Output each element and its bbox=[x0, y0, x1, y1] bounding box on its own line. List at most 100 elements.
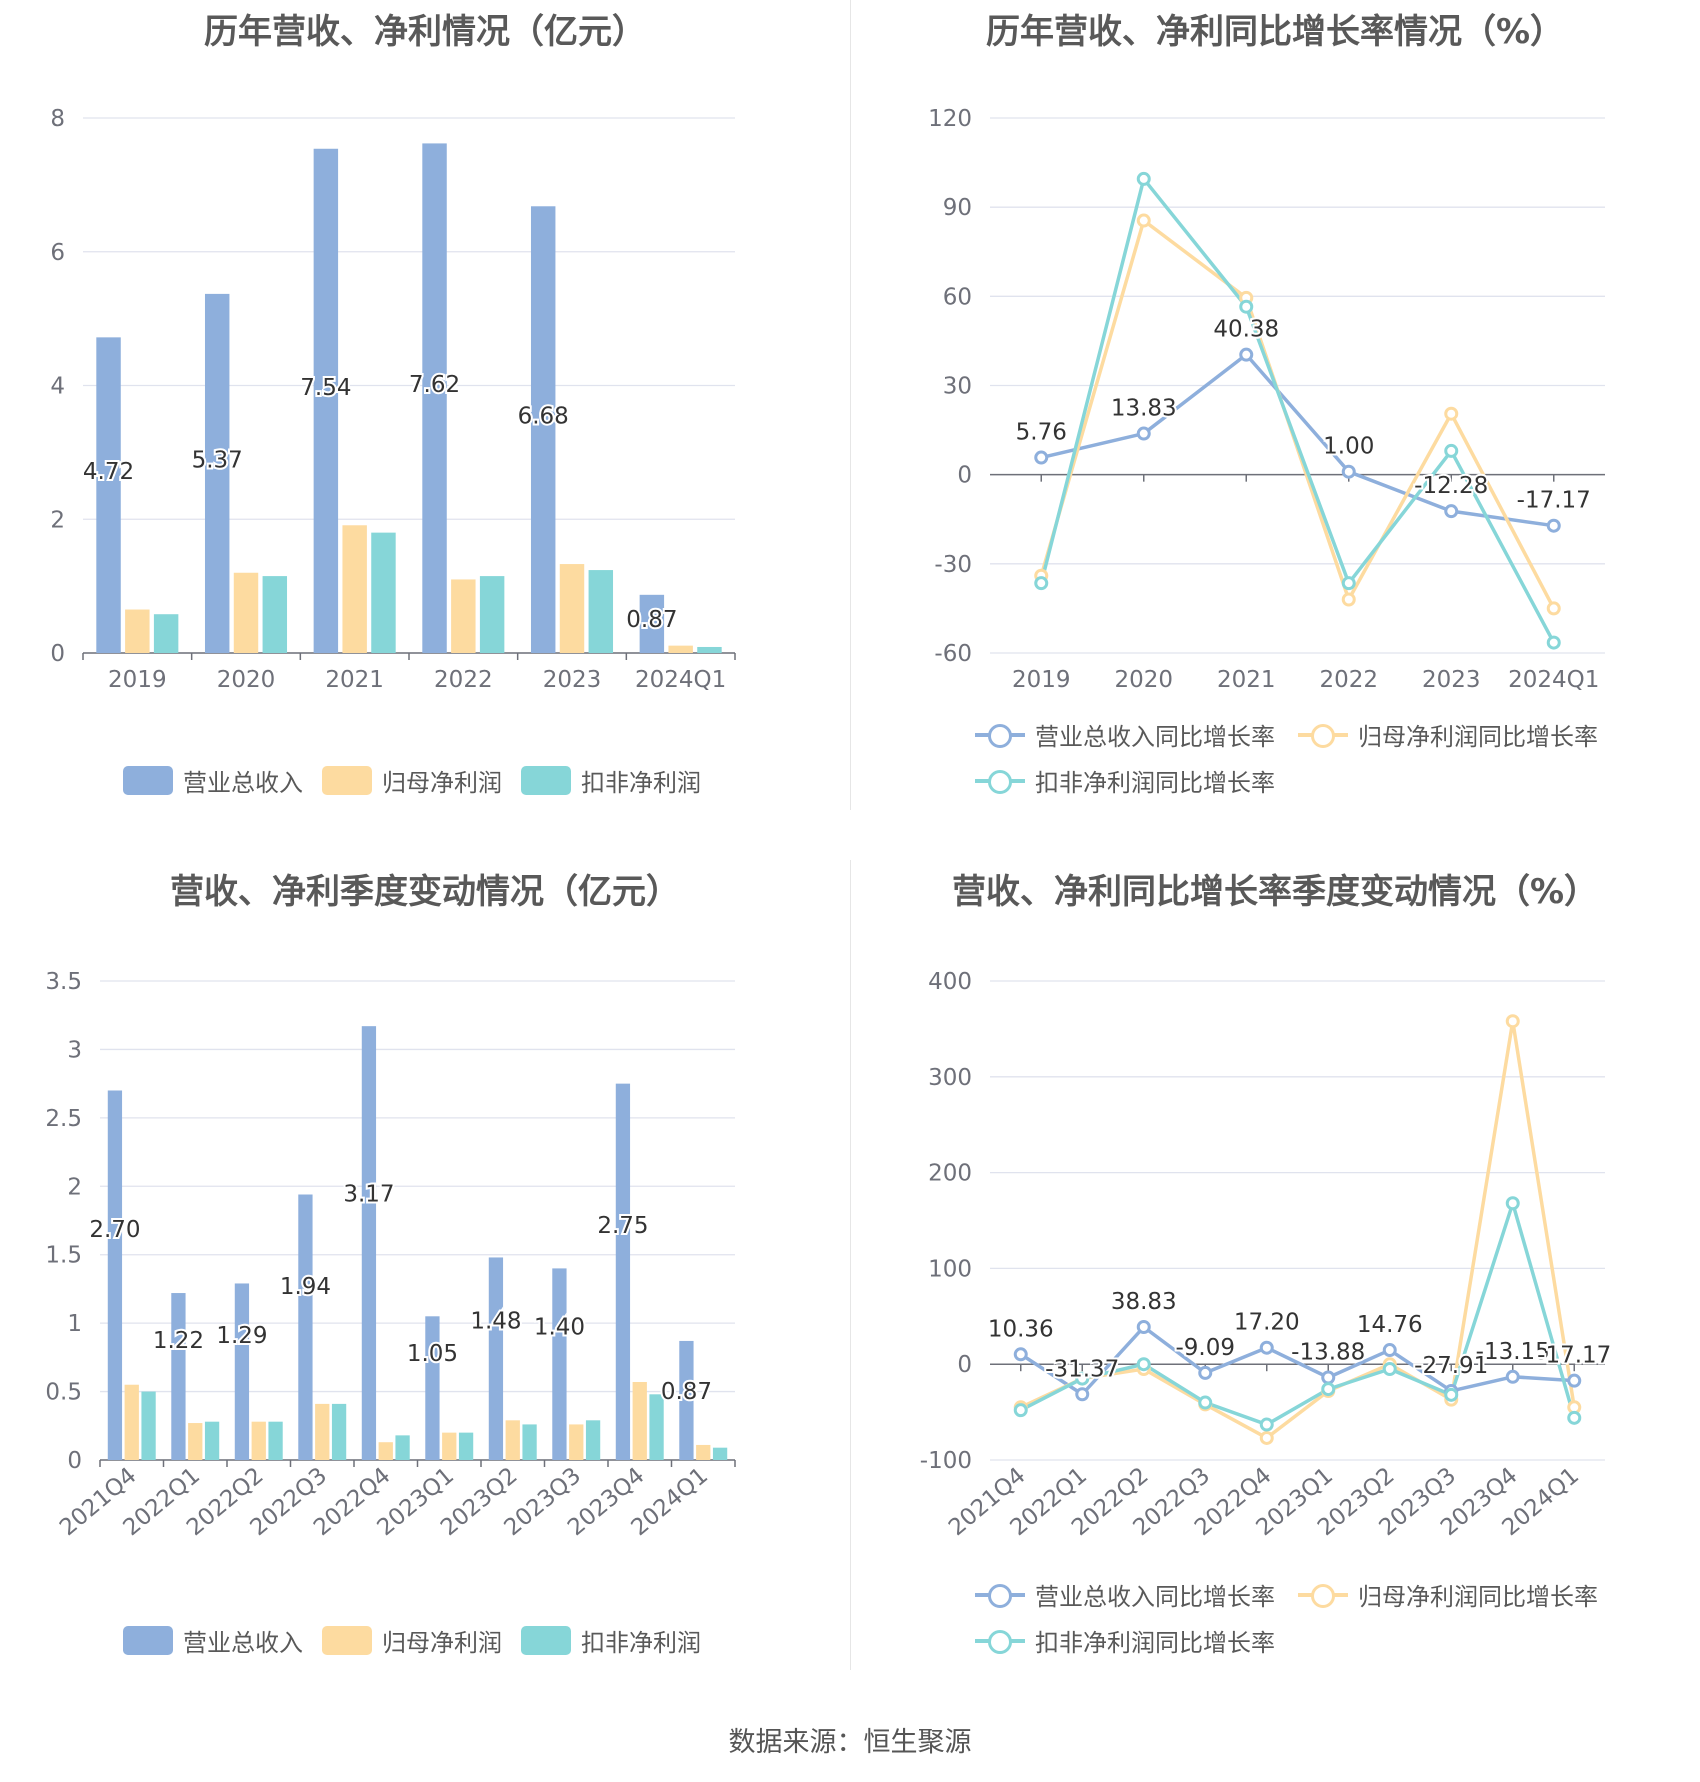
data-point-deducted-profit bbox=[1239, 299, 1254, 314]
y-tick-label: -60 bbox=[934, 641, 972, 667]
data-point-revenue bbox=[1382, 1343, 1397, 1358]
bar-revenue bbox=[361, 1026, 377, 1460]
data-point-deducted-profit bbox=[1546, 635, 1561, 650]
bar-revenue bbox=[679, 1340, 694, 1460]
chart-title: 历年营收、净利情况（亿元） bbox=[204, 12, 646, 52]
bar-net-profit bbox=[451, 579, 476, 653]
series-line-net-profit bbox=[1020, 1019, 1576, 1440]
chart-plot: 00.511.522.533.52021Q42022Q12022Q22022Q3… bbox=[45, 969, 736, 1541]
bar-revenue bbox=[107, 1090, 123, 1460]
legend-swatch bbox=[975, 720, 1025, 750]
data-point-revenue bbox=[1013, 1347, 1028, 1362]
data-point-net-profit bbox=[1546, 601, 1561, 616]
data-label: -9.09 bbox=[1175, 1335, 1235, 1361]
bar-deducted-profit bbox=[649, 1394, 664, 1460]
data-label: 2.70 bbox=[89, 1217, 140, 1243]
y-tick-label: 2.5 bbox=[45, 1106, 82, 1132]
bar-deducted-profit bbox=[204, 1421, 220, 1460]
data-label: 14.76 bbox=[1357, 1312, 1423, 1338]
data-label: 7.62 bbox=[409, 372, 460, 398]
legend-item-net-profit-growth[interactable]: 归母净利润同比增长率 bbox=[1298, 717, 1598, 752]
y-tick-label: 0.5 bbox=[45, 1380, 82, 1406]
legend-item-deducted-growth[interactable]: 扣非净利润同比增长率 bbox=[975, 1623, 1275, 1658]
legend-swatch bbox=[123, 1626, 173, 1655]
legend-label: 归母净利润同比增长率 bbox=[1358, 1583, 1598, 1611]
data-label: -12.28 bbox=[1414, 473, 1488, 499]
data-point-deducted-profit bbox=[1341, 576, 1356, 591]
legend-label: 营业总收入同比增长率 bbox=[1035, 723, 1275, 751]
data-point-revenue bbox=[1075, 1387, 1090, 1402]
data-label: 0.87 bbox=[661, 1379, 712, 1405]
data-point-revenue bbox=[1341, 464, 1356, 479]
x-tick-label: 2022 bbox=[1319, 667, 1378, 693]
legend-item-deducted-profit[interactable]: 扣非净利润 bbox=[521, 763, 701, 798]
data-label: 38.83 bbox=[1111, 1289, 1177, 1315]
bar-deducted-profit bbox=[153, 614, 179, 653]
bar-revenue bbox=[422, 143, 447, 653]
data-label: -17.17 bbox=[1537, 1343, 1611, 1369]
data-label: 10.36 bbox=[988, 1316, 1054, 1342]
legend-item-revenue-growth[interactable]: 营业总收入同比增长率 bbox=[975, 1577, 1275, 1612]
data-point-net-profit bbox=[1444, 406, 1459, 421]
y-tick-label: 200 bbox=[928, 1161, 972, 1187]
bar-revenue bbox=[639, 594, 665, 653]
legend-item-net-profit[interactable]: 归母净利润 bbox=[322, 1623, 502, 1658]
data-label: -31.37 bbox=[1045, 1356, 1119, 1382]
data-point-deducted-profit bbox=[1382, 1361, 1397, 1376]
bar-revenue bbox=[204, 293, 230, 653]
panel-divider bbox=[850, 0, 851, 810]
legend-swatch bbox=[975, 1580, 1025, 1610]
y-tick-label: 100 bbox=[928, 1256, 972, 1282]
x-tick-label: 2023 bbox=[543, 667, 602, 693]
x-tick-label: 2019 bbox=[1012, 667, 1071, 693]
legend-item-net-profit[interactable]: 归母净利润 bbox=[322, 763, 502, 798]
y-tick-label: 4 bbox=[50, 374, 65, 400]
data-point-deducted-profit bbox=[1136, 171, 1151, 186]
data-point-revenue bbox=[1567, 1373, 1582, 1388]
bar-revenue bbox=[488, 1257, 504, 1460]
y-tick-label: 0 bbox=[957, 1352, 972, 1378]
legend-label: 扣非净利润同比增长率 bbox=[1035, 769, 1275, 797]
data-point-revenue bbox=[1136, 1320, 1151, 1335]
x-tick-label: 2019 bbox=[108, 667, 167, 693]
legend-item-revenue[interactable]: 营业总收入 bbox=[123, 1623, 303, 1658]
bar-net-profit bbox=[125, 609, 150, 653]
legend-swatch bbox=[521, 766, 571, 795]
x-tick-label: 2021 bbox=[325, 667, 384, 693]
data-point-revenue bbox=[1444, 504, 1459, 519]
data-label: 7.54 bbox=[300, 375, 351, 401]
legend-item-deducted-growth[interactable]: 扣非净利润同比增长率 bbox=[975, 763, 1275, 798]
y-tick-label: 2 bbox=[67, 1174, 82, 1200]
legend-item-revenue-growth[interactable]: 营业总收入同比增长率 bbox=[975, 717, 1275, 752]
bar-net-profit bbox=[315, 1403, 330, 1460]
legend-item-revenue[interactable]: 营业总收入 bbox=[123, 763, 303, 798]
data-label: 4.72 bbox=[83, 459, 134, 485]
legend-item-deducted-profit[interactable]: 扣非净利润 bbox=[521, 1623, 701, 1658]
data-point-net-profit bbox=[1136, 213, 1151, 228]
chart-quarterly-growth: 营收、净利同比增长率季度变动情况（%） -100 0 100 200 300 400 202… bbox=[850, 860, 1700, 1710]
bar-net-profit bbox=[696, 1444, 711, 1460]
series-line-deducted-profit bbox=[1039, 177, 1556, 644]
chart-annual-growth: 历年营收、净利同比增长率情况（%） -60 -30 0 30 60 90 120 2019 20… bbox=[850, 0, 1700, 850]
bar-revenue bbox=[615, 1083, 631, 1460]
bar-revenue bbox=[298, 1194, 313, 1460]
chart-title: 历年营收、净利同比增长率情况（%） bbox=[985, 12, 1565, 52]
data-label: 1.48 bbox=[470, 1309, 521, 1335]
y-tick-label: 120 bbox=[928, 106, 972, 132]
data-label: 1.22 bbox=[153, 1328, 204, 1354]
legend-swatch bbox=[322, 766, 372, 795]
bar-net-profit bbox=[505, 1420, 520, 1460]
chart-plot: 0 2 4 6 8 2019 2020 2021 2022 2023 2024Q1 4.72 5.37 7… bbox=[50, 106, 736, 693]
data-source: 数据来源：恒生聚源 bbox=[728, 1727, 972, 1758]
legend-item-net-profit-growth[interactable]: 归母净利润同比增长率 bbox=[1298, 1577, 1598, 1612]
y-tick-label: -100 bbox=[920, 1448, 972, 1474]
y-tick-label: 60 bbox=[943, 284, 972, 310]
legend-label: 营业总收入同比增长率 bbox=[1035, 1583, 1275, 1611]
bar-revenue bbox=[171, 1293, 186, 1460]
data-point-deducted-profit bbox=[1034, 576, 1049, 591]
data-label: 1.00 bbox=[1323, 434, 1374, 460]
y-tick-label: 0 bbox=[67, 1448, 82, 1474]
data-label: 2.75 bbox=[597, 1213, 648, 1239]
y-tick-label: -30 bbox=[934, 552, 972, 578]
data-label: 1.29 bbox=[216, 1323, 267, 1349]
